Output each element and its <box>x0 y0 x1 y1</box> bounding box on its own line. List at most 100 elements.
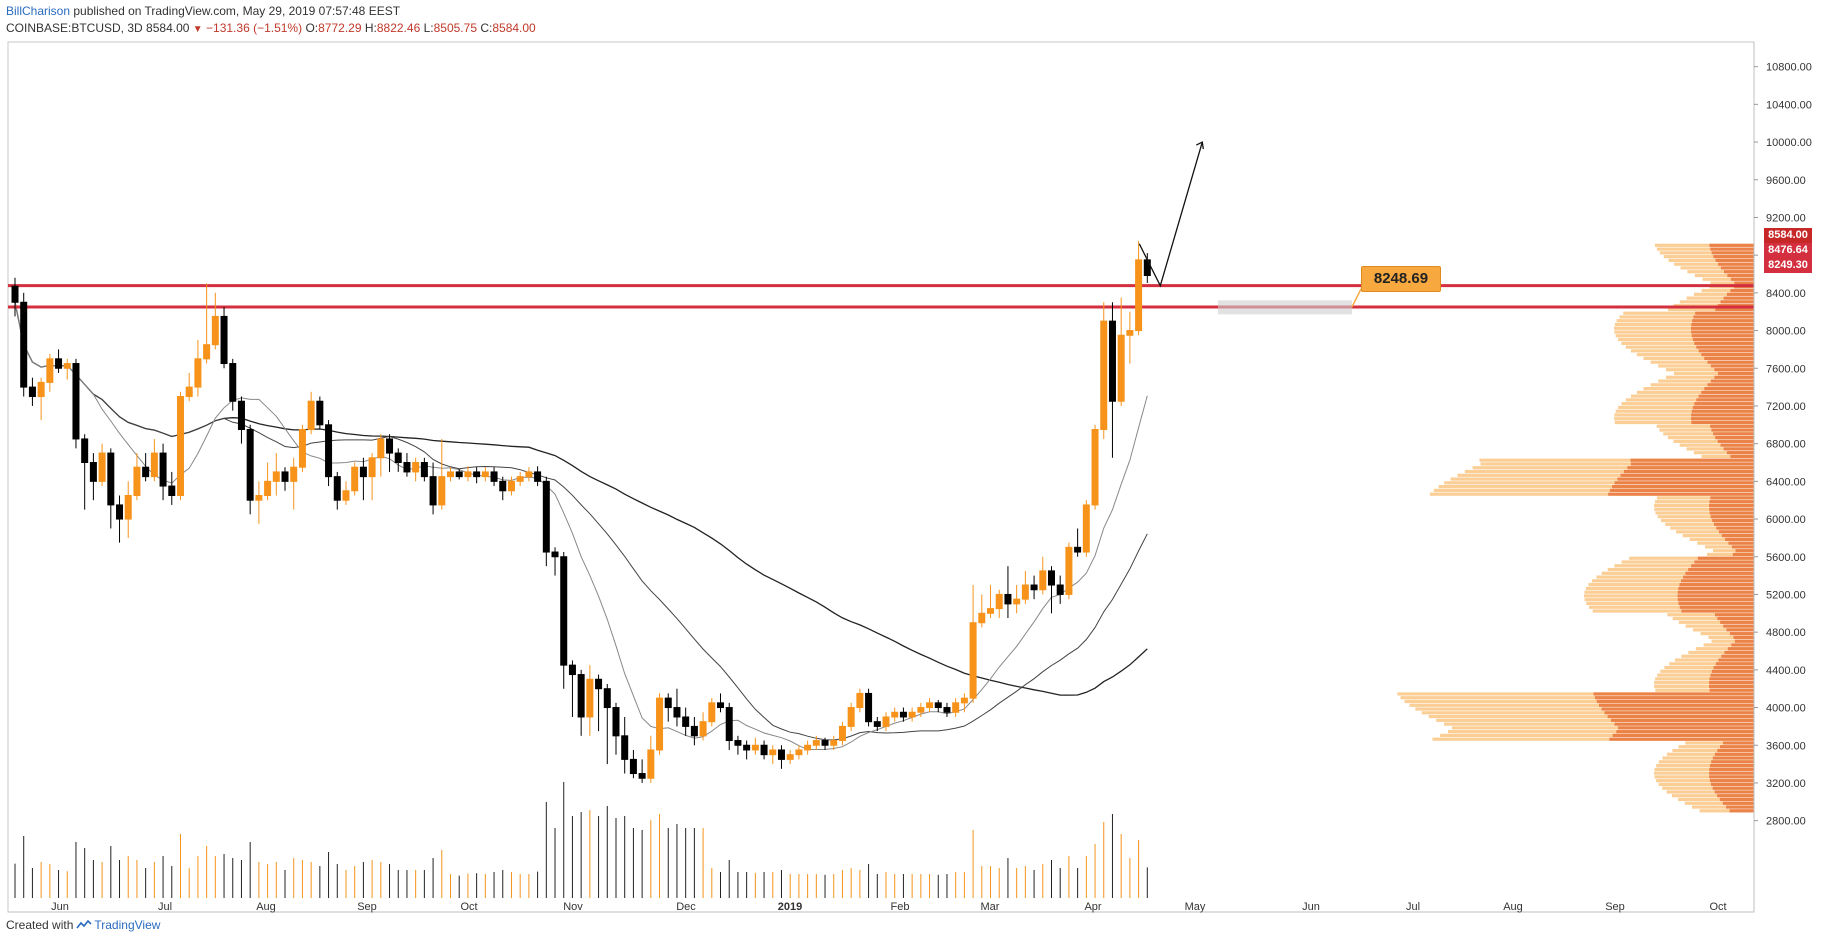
volume-profile-bar <box>1658 760 1754 764</box>
volume-profile-bar <box>1710 281 1754 285</box>
volume-profile-bar <box>1636 353 1754 357</box>
candle-body <box>838 725 846 742</box>
candle-body <box>664 697 672 709</box>
volume-profile-bar-dominant <box>1720 266 1754 270</box>
volume-profile-bar-dominant <box>1730 288 1754 293</box>
volume-profile-bar-dominant <box>1709 511 1754 515</box>
volume-profile-bar-dominant <box>1726 292 1754 296</box>
volume-profile-bar-dominant <box>1701 390 1754 394</box>
volume-profile-bar <box>1672 616 1754 621</box>
volume-profile-bar-dominant <box>1715 258 1754 263</box>
volume-profile-bar-dominant <box>1723 447 1754 451</box>
volume-profile-bar-dominant <box>1718 530 1754 534</box>
candle-body <box>98 452 106 482</box>
volume-profile-bar-dominant <box>1707 383 1754 387</box>
candle-body <box>107 452 115 506</box>
volume-profile-bar <box>1409 703 1754 707</box>
candle-body <box>934 702 942 709</box>
candle-body <box>464 471 472 478</box>
x-tick-label: Jul <box>158 901 172 913</box>
volume-profile-bar-dominant <box>1734 639 1754 643</box>
candle-body <box>185 386 193 398</box>
volume-profile-bar <box>1679 443 1754 447</box>
volume-profile-bar <box>1695 647 1754 651</box>
candle-body <box>499 480 507 492</box>
volume-profile-bar <box>1584 594 1754 598</box>
volume-profile-bar <box>1618 337 1754 342</box>
volume-profile-bar <box>1703 643 1754 647</box>
candle-body <box>37 381 45 398</box>
volume-profile-bar <box>1708 635 1754 640</box>
volume-profile-bar-dominant <box>1720 745 1754 749</box>
candle-body <box>821 740 829 746</box>
volume-profile-bar <box>1668 258 1754 263</box>
volume-profile-bar <box>1440 733 1754 738</box>
candle-body <box>159 452 167 487</box>
volume-profile-bar <box>1592 609 1754 613</box>
y-tick-label: 6400.00 <box>1766 476 1806 488</box>
volume-profile-bar <box>1694 273 1754 278</box>
volume-profile-bar <box>1629 556 1754 560</box>
volume-profile-bar-dominant <box>1691 413 1754 417</box>
volume-profile-bar-dominant <box>1593 692 1754 696</box>
tradingview-brand-link[interactable]: TradingView <box>94 918 161 932</box>
volume-profile-bar <box>1588 583 1754 587</box>
candle-body <box>447 471 454 478</box>
candle-body <box>11 285 19 303</box>
volume-profile-bar-dominant <box>1725 537 1754 541</box>
candle-body <box>255 494 263 501</box>
volume-profile-bar-dominant <box>1709 503 1754 508</box>
volume-profile-bar <box>1686 296 1754 300</box>
volume-profile-bar <box>1658 379 1754 383</box>
candle-body <box>1074 546 1082 553</box>
volume-profile-bar-dominant <box>1731 545 1754 549</box>
volume-profile-bar <box>1654 771 1754 775</box>
volume-profile-bar-dominant <box>1604 711 1754 715</box>
price-annotation-box[interactable]: 8248.69 <box>1361 266 1441 292</box>
volume-profile-bar-dominant <box>1692 405 1754 410</box>
price-tag-upper-level: 8476.64 <box>1764 243 1812 258</box>
candle-body <box>978 612 986 624</box>
volume-profile-bar <box>1448 730 1754 734</box>
volume-profile-bar-dominant <box>1722 801 1754 805</box>
volume-profile-bar-dominant <box>1679 605 1754 609</box>
volume-profile-bar <box>1655 688 1754 692</box>
volume-profile-bar-dominant <box>1709 779 1754 783</box>
volume-profile-bar <box>1636 390 1754 394</box>
volume-profile-bar-dominant <box>1698 394 1754 398</box>
volume-profile-bar <box>1656 247 1754 251</box>
volume-profile-bar-dominant <box>1688 567 1754 572</box>
candle-body <box>1108 320 1116 402</box>
candle-body <box>586 678 594 718</box>
volume-profile-bar-dominant <box>1630 462 1754 466</box>
volume-profile-bar-dominant <box>1678 586 1754 590</box>
volume-profile-bar-dominant <box>1723 741 1754 745</box>
volume-profile-bar-dominant <box>1696 345 1754 349</box>
volume-profile-bar-dominant <box>1594 696 1754 700</box>
moving-average-mid <box>14 302 1148 741</box>
open-label: O: <box>305 21 319 35</box>
volume-profile-bar <box>1680 266 1754 270</box>
volume-profile-bar-dominant <box>1620 473 1754 477</box>
candle-body <box>150 452 158 478</box>
volume-profile-bar <box>1667 752 1754 756</box>
x-tick-label: Feb <box>891 901 910 913</box>
volume-profile-bar-dominant <box>1721 654 1754 658</box>
author-link[interactable]: BillCharison <box>6 4 71 18</box>
volume-profile-bar-dominant <box>1724 650 1754 655</box>
candle-body <box>89 462 97 482</box>
volume-profile-bar <box>1432 737 1754 741</box>
change-value: −131.36 (−1.51%) <box>206 21 303 35</box>
volume-profile-bar-dominant <box>1710 379 1754 383</box>
volume-profile-bar <box>1662 786 1754 790</box>
volume-profile-bar-dominant <box>1709 681 1754 685</box>
volume-profile-bar <box>1665 522 1754 526</box>
y-tick-label: 4800.00 <box>1766 627 1806 639</box>
volume-profile-bar-dominant <box>1734 281 1754 285</box>
x-tick-label: Jul <box>1406 901 1420 913</box>
candle-body <box>1047 570 1055 586</box>
candle-body <box>28 386 36 398</box>
volume-profile-bar <box>1663 255 1754 259</box>
candle-body <box>908 711 916 718</box>
volume-profile-bar <box>1450 477 1754 481</box>
